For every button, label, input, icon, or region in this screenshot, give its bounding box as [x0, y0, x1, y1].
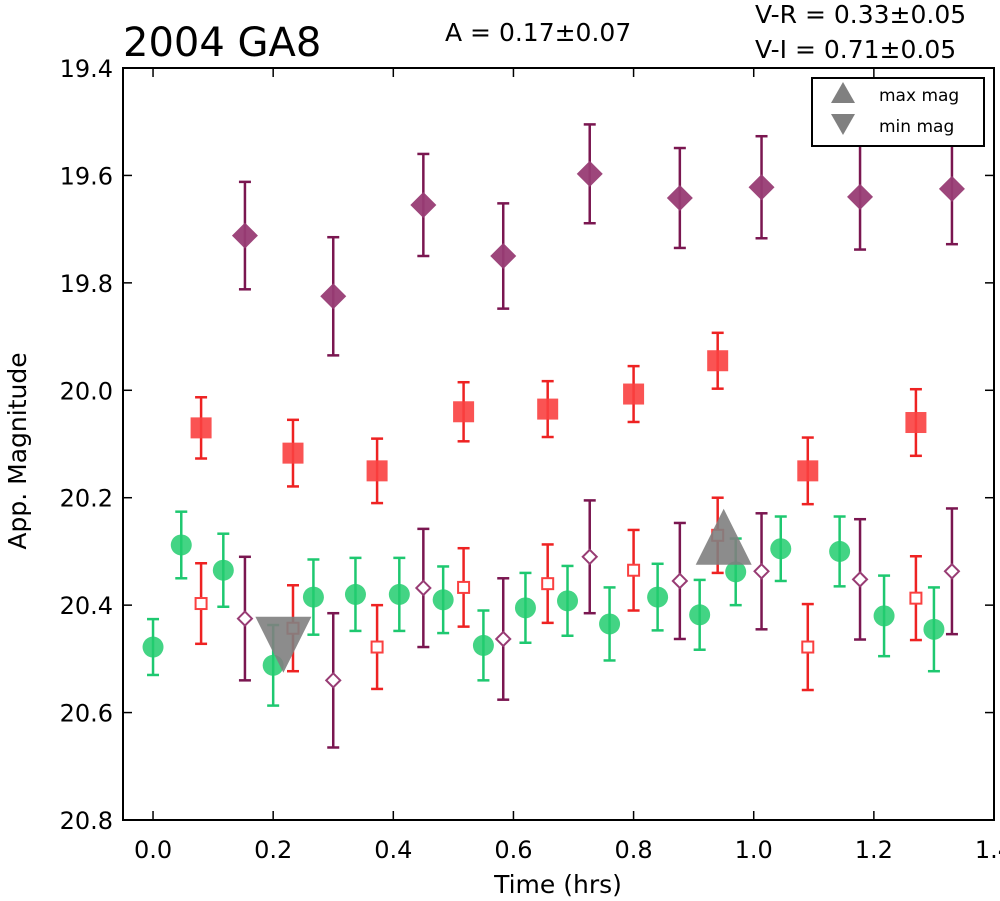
legend-min-mag-label: min mag — [879, 117, 954, 137]
data-point-square-open — [627, 563, 641, 577]
data-point-diamond-open — [943, 562, 961, 580]
data-point-diamond-filled — [847, 183, 874, 210]
y-tick-label: 20.8 — [60, 807, 113, 835]
legend-min-mag-marker — [831, 114, 855, 135]
data-point-square-open — [194, 597, 208, 611]
data-point-diamond-filled — [666, 184, 693, 211]
data-point-diamond-open — [414, 579, 432, 597]
data-point-circle — [170, 534, 192, 556]
x-tick-label: 0.4 — [374, 836, 412, 864]
legend-max-mag-label: max mag — [879, 86, 959, 106]
data-point-circle — [344, 583, 366, 605]
data-point-square-open — [457, 580, 471, 594]
data-point-circle — [472, 634, 494, 656]
data-point-circle — [302, 586, 324, 608]
data-point-diamond-filled — [490, 243, 517, 269]
data-point-circle — [388, 583, 410, 605]
extrema-markers — [255, 508, 752, 673]
data-point-circle — [829, 540, 851, 562]
data-point-circle — [557, 590, 579, 612]
data-point-circle — [689, 604, 711, 626]
data-point-diamond-filled — [748, 174, 775, 201]
data-point-circle — [923, 618, 945, 640]
y-tick-label: 20.0 — [60, 377, 113, 405]
x-axis-label: Time (hrs) — [493, 870, 622, 899]
data-point-square-open — [541, 577, 555, 591]
data-point-diamond-open — [851, 570, 869, 588]
data-point-square-filled — [797, 460, 819, 482]
y-tick-label: 20.4 — [60, 592, 113, 620]
data-point-circle — [873, 605, 895, 627]
data-point-diamond-open — [236, 610, 254, 627]
x-tick-label: 0.2 — [254, 836, 292, 864]
x-tick-label: 0.8 — [615, 836, 653, 864]
plot-frame — [122, 67, 995, 821]
data-point-diamond-filled — [576, 160, 603, 187]
series-square-filled — [190, 331, 927, 506]
data-point-circle — [432, 589, 454, 611]
x-tick-label: 1.2 — [855, 836, 893, 864]
plot-area — [142, 123, 965, 749]
data-point-square-open — [370, 640, 384, 654]
x-tick-labels: 0.0 0.2 0.4 0.6 0.8 1.0 1.2 1.4 — [134, 836, 1000, 864]
data-point-circle — [514, 597, 536, 619]
data-point-square-filled — [282, 442, 304, 464]
data-point-circle — [647, 586, 669, 608]
amplitude-annotation: A = 0.17±0.07 — [445, 18, 631, 47]
data-point-circle — [212, 559, 234, 581]
v-i-annotation: V-I = 0.71±0.05 — [755, 35, 956, 64]
legend: max mag min mag — [811, 77, 985, 147]
y-tick-label: 19.8 — [60, 270, 113, 298]
x-tick-label: 1.0 — [735, 836, 773, 864]
max-mag-marker — [695, 508, 752, 565]
min-mag-marker — [255, 616, 312, 673]
legend-max-mag-marker — [831, 82, 855, 103]
data-point-diamond-filled — [231, 222, 258, 249]
data-point-square-filled — [190, 417, 212, 439]
v-r-annotation: V-R = 0.33±0.05 — [755, 0, 966, 29]
chart-title: 2004 GA8 — [123, 20, 321, 66]
data-point-diamond-filled — [938, 175, 965, 202]
x-tick-label: 1.4 — [975, 836, 1000, 864]
y-tick-label: 20.6 — [60, 700, 113, 728]
y-tick-labels: 19.4 19.6 19.8 20.0 20.2 20.4 20.6 20.8 — [60, 55, 113, 835]
data-point-square-filled — [905, 412, 927, 434]
x-tick-label: 0.0 — [134, 836, 172, 864]
data-point-circle — [725, 561, 747, 583]
y-tick-label: 20.2 — [60, 485, 113, 513]
data-point-circle — [142, 636, 164, 658]
data-point-diamond-open — [671, 572, 689, 590]
data-point-diamond-filled — [320, 283, 347, 310]
data-point-square-filled — [366, 460, 388, 482]
data-point-square-filled — [707, 350, 729, 372]
y-axis-label: App. Magnitude — [3, 352, 32, 549]
data-point-square-filled — [623, 383, 645, 405]
data-point-circle — [770, 538, 792, 560]
y-tick-label: 19.6 — [60, 162, 113, 190]
data-point-square-open — [909, 591, 923, 605]
data-point-diamond-open — [581, 548, 599, 566]
data-point-diamond-open — [324, 671, 342, 689]
data-point-diamond-filled — [410, 191, 437, 218]
series-circle-filled — [142, 510, 945, 707]
x-tick-label: 0.6 — [494, 836, 532, 864]
data-point-diamond-open — [753, 562, 770, 580]
legend-box — [811, 77, 985, 147]
data-point-square-open — [801, 640, 815, 654]
data-point-square-filled — [453, 401, 475, 423]
data-point-diamond-open — [494, 630, 512, 648]
data-point-square-filled — [537, 398, 559, 420]
series-diamond-open — [236, 499, 961, 749]
data-point-circle — [599, 613, 621, 635]
y-tick-label: 19.4 — [60, 55, 113, 83]
